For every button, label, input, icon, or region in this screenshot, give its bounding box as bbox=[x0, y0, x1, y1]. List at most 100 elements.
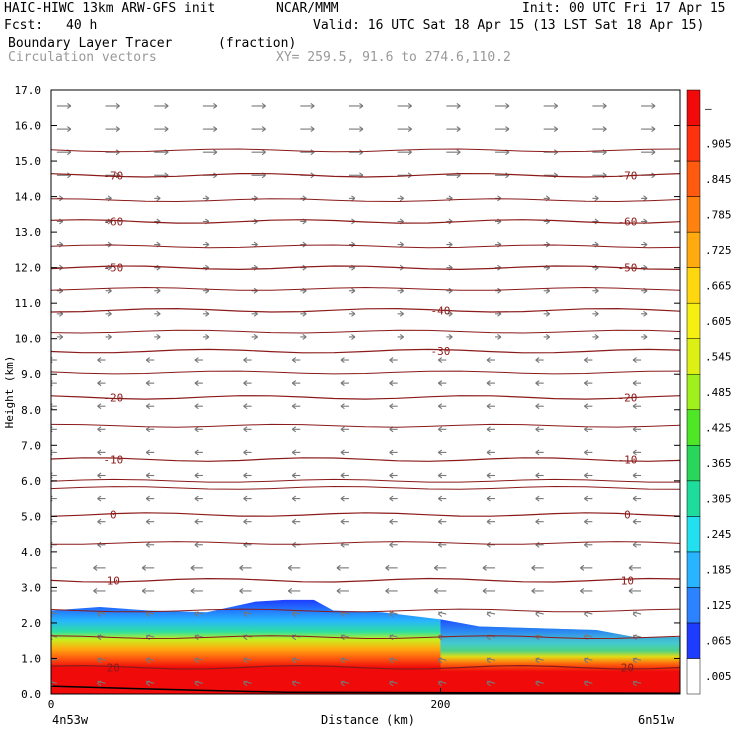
wind-vector-head bbox=[340, 357, 345, 361]
wind-vector bbox=[194, 657, 204, 664]
wind-vector-head bbox=[141, 590, 147, 594]
wind-vector-head bbox=[243, 451, 248, 456]
wind-vector bbox=[486, 495, 495, 502]
wind-vector bbox=[592, 195, 599, 202]
wind-vector-head bbox=[632, 657, 637, 661]
wind-vector bbox=[194, 380, 203, 387]
wind-vector bbox=[243, 380, 252, 387]
wind-vector-head bbox=[632, 634, 637, 638]
wind-vector bbox=[243, 426, 252, 433]
wind-vector-head bbox=[97, 475, 102, 479]
wind-vector-head bbox=[535, 359, 540, 363]
wind-vector bbox=[437, 403, 447, 410]
wind-vector bbox=[145, 472, 155, 479]
wind-vector bbox=[97, 495, 106, 502]
wind-vector bbox=[584, 611, 593, 618]
wind-vector bbox=[535, 449, 544, 456]
wind-vector-head bbox=[407, 151, 412, 156]
wind-vector bbox=[584, 518, 593, 525]
wind-vector-head bbox=[205, 313, 210, 317]
wind-vector-head bbox=[115, 172, 120, 176]
wind-vector-head bbox=[156, 333, 161, 338]
wind-vector-head bbox=[651, 103, 656, 107]
wind-vector-head bbox=[437, 428, 443, 433]
wind-vector-shaft bbox=[389, 611, 398, 615]
y-tick-label: 4.0 bbox=[21, 546, 41, 559]
colorbar-label: .305 bbox=[705, 493, 732, 506]
wind-vector-head bbox=[205, 264, 210, 269]
wind-vector bbox=[340, 449, 349, 456]
wind-vector-head bbox=[602, 151, 607, 156]
wind-vector-head bbox=[302, 290, 307, 294]
wind-vector-head bbox=[628, 588, 633, 592]
wind-vector-head bbox=[340, 613, 345, 618]
wind-vector bbox=[51, 518, 57, 525]
colorbar-label: .905 bbox=[705, 137, 732, 150]
wind-vector-head bbox=[486, 405, 491, 410]
colorbar: .005 .065 .125 .185 .245 .305 .365 .425 .485 .545… bbox=[686, 89, 732, 695]
wind-vector bbox=[300, 241, 307, 248]
wind-vector-head bbox=[336, 567, 341, 571]
wind-vector-head bbox=[584, 380, 589, 384]
wind-vector-head bbox=[594, 336, 599, 340]
init-time: Init: 00 UTC Fri 17 Apr 15 bbox=[522, 1, 726, 16]
wind-vector bbox=[389, 680, 398, 687]
wind-vector-head bbox=[448, 290, 453, 294]
wind-vector bbox=[154, 264, 161, 271]
y-tick-label: 2.0 bbox=[21, 617, 41, 630]
wind-vector-head bbox=[194, 472, 199, 476]
wind-vector-head bbox=[351, 267, 356, 271]
wind-vector bbox=[300, 103, 315, 109]
wind-vector bbox=[535, 680, 544, 687]
wind-vector bbox=[535, 657, 544, 664]
wind-vector-head bbox=[482, 588, 487, 592]
wind-vector bbox=[243, 357, 252, 363]
wind-vector-head bbox=[359, 103, 364, 107]
wind-vector-head bbox=[145, 613, 151, 618]
wind-vector bbox=[194, 449, 203, 456]
wind-vector bbox=[632, 357, 642, 363]
wind-vector-head bbox=[448, 218, 453, 222]
wind-vector-head bbox=[291, 426, 297, 430]
wind-vector-head bbox=[145, 403, 151, 407]
wind-vector-head bbox=[205, 195, 210, 199]
wind-vector bbox=[202, 241, 210, 248]
wind-vector-head bbox=[448, 241, 453, 246]
wind-vector-head bbox=[351, 287, 356, 292]
wind-vector-head bbox=[340, 634, 345, 638]
wind-vector-head bbox=[243, 495, 248, 500]
wind-vector bbox=[202, 310, 210, 317]
wind-vector-head bbox=[97, 518, 102, 523]
wind-vector-head bbox=[302, 333, 307, 338]
wind-vector-head bbox=[553, 105, 559, 109]
wind-vector-head bbox=[632, 428, 637, 433]
wind-vector bbox=[433, 564, 447, 571]
temperature-contour-line bbox=[51, 478, 680, 483]
wind-vector bbox=[348, 287, 356, 294]
wind-vector-head bbox=[194, 428, 199, 433]
wind-vector-head bbox=[545, 195, 551, 199]
wind-vector-head bbox=[67, 174, 72, 179]
wind-vector bbox=[291, 518, 301, 525]
wind-vector-head bbox=[97, 680, 102, 684]
wind-vector-head bbox=[194, 541, 199, 546]
wind-vector bbox=[446, 149, 461, 156]
x-tick-label: 0 bbox=[48, 698, 55, 711]
temperature-contour-line bbox=[51, 307, 680, 313]
temperature-contour-line bbox=[51, 664, 680, 670]
wind-vector-head bbox=[243, 359, 248, 363]
wind-vector bbox=[154, 218, 161, 225]
wind-vector-head bbox=[433, 567, 439, 571]
wind-vector-head bbox=[545, 267, 551, 271]
colorbar-label: .245 bbox=[705, 528, 732, 541]
wind-vector-head bbox=[205, 218, 210, 222]
terrain-line bbox=[51, 685, 680, 694]
wind-vector-head bbox=[261, 151, 266, 156]
wind-vector-head bbox=[486, 611, 491, 615]
wind-vector-head bbox=[156, 310, 161, 315]
wind-vector bbox=[243, 518, 252, 525]
wind-vector-head bbox=[51, 403, 53, 406]
wind-vector-head bbox=[632, 541, 637, 546]
colorbar-label: – bbox=[705, 102, 712, 115]
